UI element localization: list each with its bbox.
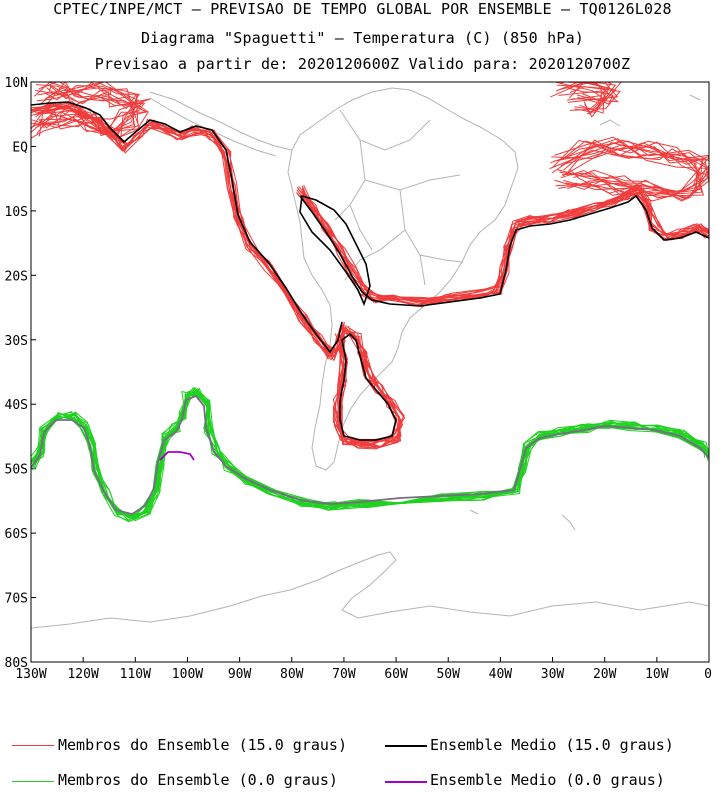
lon-tick-label: 30W: [541, 667, 565, 682]
member-15-contour: [559, 82, 620, 103]
lat-tick-label: 70S: [5, 592, 28, 607]
mean-0-purple-segment: [159, 451, 195, 461]
member-15-contour: [553, 144, 703, 193]
member-15-contour: [554, 136, 707, 195]
member-15-contour: [302, 187, 709, 302]
member-15-contour: [31, 107, 343, 359]
member-15-contour: [550, 144, 709, 200]
member-15-contour: [567, 87, 603, 104]
lon-tick-label: 70W: [332, 667, 356, 682]
member-15-contour: [554, 139, 709, 198]
islands-coastline: [469, 94, 701, 531]
lon-tick-label: 130W: [15, 667, 46, 682]
title-line-2: Diagrama "Spaguetti" – Temperatura (C) (…: [140, 29, 585, 47]
title-line-1: CPTEC/INPE/MCT – PREVISAO DE TEMPO GLOBA…: [53, 0, 672, 18]
lon-tick-label: 60W: [384, 667, 408, 682]
mean-15-contours: [31, 101, 709, 441]
legend-swatch-members-15: [12, 745, 54, 746]
member-15-contour: [567, 82, 612, 101]
legend-members-15: Membros do Ensemble (15.0 graus): [58, 736, 347, 754]
lat-tick-label: 10N: [5, 76, 28, 91]
lon-tick-label: 100W: [172, 667, 203, 682]
legend-members-0: Membros do Ensemble (0.0 graus): [58, 771, 338, 789]
member-15-contour: [569, 86, 621, 111]
antarctica-coastline: [31, 551, 709, 629]
legend-mean-0: Ensemble Medio (0.0 graus): [430, 771, 665, 789]
member-15-contour: [559, 82, 605, 114]
lat-tick-label: 30S: [5, 334, 28, 349]
member-15-contour: [336, 334, 397, 448]
lon-tick-label: 20W: [593, 667, 617, 682]
south-america-coastline: [287, 87, 519, 471]
legend-swatch-mean-15: [385, 745, 427, 747]
member-15-contour: [38, 87, 139, 130]
member-0-contour: [31, 387, 709, 521]
member-15-contour: [43, 86, 139, 135]
lon-tick-label: 80W: [280, 667, 304, 682]
member-15-contour: [564, 146, 709, 194]
lon-tick-label: 50W: [436, 667, 460, 682]
member-15-contour: [334, 326, 396, 450]
member-15-contour: [574, 82, 610, 110]
legend-swatch-members-0: [12, 781, 54, 782]
mean-0-contour: [31, 394, 709, 515]
mean-15-patagonia: [339, 332, 397, 441]
lon-tick-label: 0: [704, 667, 712, 682]
lat-tick-label: 20S: [5, 269, 28, 284]
legend-mean-15: Ensemble Medio (15.0 graus): [430, 736, 674, 754]
lon-tick-label: 10W: [645, 667, 669, 682]
lat-tick-label: 10S: [5, 205, 28, 220]
title-line-3: Previsao a partir de: 2020120600Z Valido…: [94, 55, 631, 73]
lon-tick-label: 110W: [120, 667, 151, 682]
lat-tick-label: 50S: [5, 463, 28, 478]
member-15-contour: [552, 82, 604, 113]
member-15-contour: [38, 82, 149, 140]
mean-15-continental: [299, 194, 709, 307]
lat-tick-label: EQ: [12, 140, 28, 155]
member-15-contour: [568, 82, 608, 100]
map-background: [31, 82, 709, 662]
lon-tick-label: 40W: [489, 667, 513, 682]
lon-tick-label: 90W: [228, 667, 252, 682]
member-15-contour: [550, 82, 617, 115]
lat-tick-label: 40S: [5, 398, 28, 413]
member-15-contour: [35, 85, 143, 133]
mean-15-inner-loop: [299, 194, 371, 307]
lat-tick-label: 80S: [5, 656, 28, 671]
member-15-contour: [31, 82, 147, 132]
country-borders: [334, 109, 463, 286]
coastlines: [31, 87, 709, 629]
map-frame: [30, 81, 710, 663]
legend-swatch-mean-0: [385, 781, 427, 783]
lon-tick-label: 120W: [67, 667, 98, 682]
mean-15-pacific: [31, 101, 343, 354]
member-15-contour: [336, 329, 402, 447]
member-0-contour: [32, 391, 709, 520]
lat-tick-label: 60S: [5, 527, 28, 542]
member-15-contour: [31, 82, 141, 132]
